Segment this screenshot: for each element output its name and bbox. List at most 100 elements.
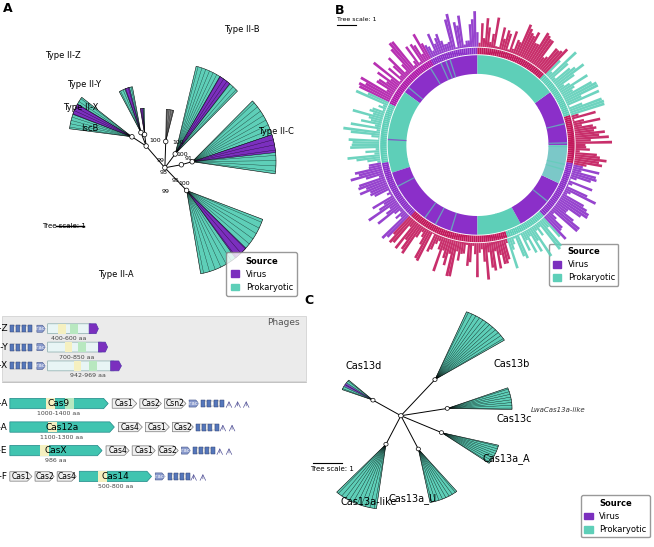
Polygon shape xyxy=(381,213,408,239)
Polygon shape xyxy=(89,324,98,334)
Text: 100: 100 xyxy=(179,181,190,185)
Polygon shape xyxy=(388,180,394,184)
Text: Cas13d: Cas13d xyxy=(345,361,382,371)
Polygon shape xyxy=(424,202,436,218)
Polygon shape xyxy=(576,146,586,148)
Bar xyxy=(28,344,32,351)
Text: Cas13a_A: Cas13a_A xyxy=(483,453,530,464)
Polygon shape xyxy=(574,118,600,126)
Polygon shape xyxy=(453,50,456,57)
Polygon shape xyxy=(499,240,507,264)
Text: B: B xyxy=(336,4,345,18)
Polygon shape xyxy=(481,243,483,249)
Polygon shape xyxy=(542,217,561,237)
Polygon shape xyxy=(556,96,562,101)
Polygon shape xyxy=(511,237,515,245)
Polygon shape xyxy=(393,190,400,195)
Polygon shape xyxy=(555,203,567,213)
Text: 1000-1400 aa: 1000-1400 aa xyxy=(37,411,80,416)
Polygon shape xyxy=(387,178,394,183)
Polygon shape xyxy=(570,102,605,115)
Polygon shape xyxy=(421,218,426,225)
Polygon shape xyxy=(455,50,458,57)
Polygon shape xyxy=(566,186,588,197)
Polygon shape xyxy=(496,50,500,57)
Polygon shape xyxy=(434,226,439,233)
Polygon shape xyxy=(560,180,567,184)
Polygon shape xyxy=(538,56,548,68)
Polygon shape xyxy=(570,100,604,114)
Bar xyxy=(20,363,22,369)
Polygon shape xyxy=(385,113,392,117)
Polygon shape xyxy=(381,154,387,157)
Polygon shape xyxy=(408,75,414,82)
Polygon shape xyxy=(571,172,597,182)
Polygon shape xyxy=(438,55,442,62)
Text: 99: 99 xyxy=(156,158,165,163)
Polygon shape xyxy=(366,150,379,153)
Polygon shape xyxy=(430,59,436,66)
Polygon shape xyxy=(568,147,575,149)
Polygon shape xyxy=(408,208,414,214)
Bar xyxy=(214,400,218,407)
Text: Tree scale: 1: Tree scale: 1 xyxy=(337,16,377,21)
Polygon shape xyxy=(569,97,602,112)
Polygon shape xyxy=(386,111,392,115)
Polygon shape xyxy=(532,216,538,223)
Polygon shape xyxy=(538,211,544,217)
Polygon shape xyxy=(574,124,593,130)
Polygon shape xyxy=(520,33,534,57)
Circle shape xyxy=(416,447,421,451)
Polygon shape xyxy=(390,78,400,86)
Polygon shape xyxy=(10,472,32,481)
Polygon shape xyxy=(564,189,571,195)
Text: Cas13b: Cas13b xyxy=(494,359,530,369)
Text: Cas4: Cas4 xyxy=(108,446,127,455)
Polygon shape xyxy=(383,123,389,126)
Polygon shape xyxy=(479,243,481,253)
Polygon shape xyxy=(472,48,473,54)
Polygon shape xyxy=(414,230,431,259)
Polygon shape xyxy=(443,53,447,60)
Polygon shape xyxy=(388,182,395,187)
Polygon shape xyxy=(554,93,560,98)
Polygon shape xyxy=(559,83,570,91)
Polygon shape xyxy=(422,64,427,71)
Polygon shape xyxy=(398,197,404,202)
Text: II-A: II-A xyxy=(0,399,8,408)
Polygon shape xyxy=(501,240,509,264)
Bar xyxy=(46,398,56,409)
Polygon shape xyxy=(574,160,602,167)
Polygon shape xyxy=(451,51,455,57)
Polygon shape xyxy=(560,182,566,187)
Polygon shape xyxy=(576,150,580,153)
Polygon shape xyxy=(479,236,481,242)
Polygon shape xyxy=(438,228,442,235)
Bar xyxy=(199,447,203,454)
Polygon shape xyxy=(383,121,390,124)
Polygon shape xyxy=(427,33,438,56)
Bar xyxy=(70,324,78,334)
Polygon shape xyxy=(389,202,398,210)
Polygon shape xyxy=(489,235,492,241)
Circle shape xyxy=(445,406,449,410)
Polygon shape xyxy=(342,380,373,400)
Circle shape xyxy=(190,159,194,164)
Polygon shape xyxy=(456,241,460,252)
Polygon shape xyxy=(461,235,464,241)
Polygon shape xyxy=(382,162,388,165)
Polygon shape xyxy=(529,228,539,241)
Polygon shape xyxy=(534,40,554,66)
Polygon shape xyxy=(495,213,501,232)
Polygon shape xyxy=(526,63,531,69)
Polygon shape xyxy=(386,175,392,179)
Polygon shape xyxy=(368,158,381,162)
Polygon shape xyxy=(574,126,596,132)
Polygon shape xyxy=(389,217,413,243)
Polygon shape xyxy=(132,446,155,455)
Polygon shape xyxy=(568,143,575,145)
Polygon shape xyxy=(384,170,390,173)
Polygon shape xyxy=(541,219,549,228)
Polygon shape xyxy=(356,90,388,106)
Polygon shape xyxy=(446,43,450,51)
